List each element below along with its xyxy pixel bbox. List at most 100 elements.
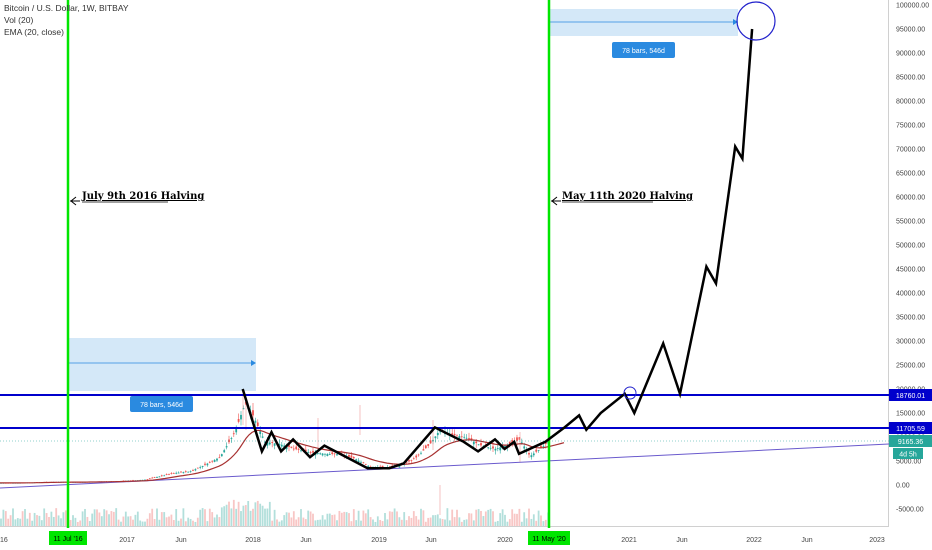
price-axis-label: 100000.00 — [896, 3, 929, 10]
date-range-box-2020[interactable] — [549, 9, 738, 36]
volume-bar — [201, 508, 204, 526]
candle-body — [256, 422, 259, 426]
candle-body — [470, 438, 473, 441]
volume-bar — [273, 509, 276, 526]
volume-bar — [340, 512, 343, 526]
candle-body — [456, 435, 458, 437]
candle-body — [540, 445, 542, 449]
volume-bar — [50, 511, 53, 526]
candle-body — [417, 454, 420, 456]
legend-volume[interactable]: Vol (20) — [4, 15, 34, 25]
volume-bar — [132, 519, 134, 526]
volume-bar — [259, 503, 262, 526]
volume-bar — [189, 518, 192, 526]
candle-body — [324, 453, 326, 455]
price-tag-last[interactable]: 9165.36 — [889, 435, 932, 447]
target-circle-small[interactable] — [623, 386, 637, 400]
candle-body — [362, 462, 365, 464]
price-axis-label: 35000.00 — [896, 315, 925, 322]
candle-body — [280, 444, 283, 447]
candle-body — [537, 450, 540, 451]
time-axis-label: Jun — [175, 537, 186, 544]
legend-symbol[interactable]: Bitcoin / U.S. Dollar, 1W, BITBAY — [4, 3, 129, 13]
volume-bar — [528, 508, 530, 526]
volume-bar — [151, 508, 154, 526]
volume-bar — [484, 511, 487, 526]
volume-bar — [79, 520, 82, 526]
price-tag-lower[interactable]: 11705.59 — [889, 422, 932, 434]
price-axis-label: 65000.00 — [896, 171, 925, 178]
volume-bar — [391, 511, 394, 526]
candle-body — [316, 453, 319, 454]
projection-path[interactable] — [241, 28, 754, 470]
range-label-2020[interactable]: 78 bars, 546d — [612, 42, 675, 58]
volume-bar — [285, 512, 288, 526]
price-tag-upper[interactable]: 18760.01 — [889, 389, 932, 401]
legend-ema[interactable]: EMA (20, close) — [4, 27, 64, 37]
candle-body — [451, 433, 454, 435]
volume-bar — [136, 511, 139, 526]
candle-body — [240, 414, 242, 420]
annotation-2016[interactable]: July 9th 2016 Halving — [70, 191, 204, 206]
volume-bar — [228, 501, 230, 526]
volume-bar — [499, 513, 502, 526]
volume-bar — [422, 510, 425, 526]
volume-bar — [175, 509, 178, 526]
volume-bar — [408, 516, 410, 526]
price-axis-label: 95000.00 — [896, 27, 925, 34]
candle-body — [304, 449, 307, 452]
volume-bar — [168, 516, 170, 526]
price-axis-label: 90000.00 — [896, 51, 925, 58]
range-label-2016[interactable]: 78 bars, 546d — [130, 396, 193, 412]
date-tag-2020[interactable]: 11 May '20 — [528, 531, 570, 545]
volume-bar — [415, 516, 418, 526]
volume-bar — [446, 508, 449, 526]
candle-body — [463, 436, 466, 438]
volume-bar — [187, 517, 190, 526]
volume-bar — [292, 511, 295, 526]
date-range-box-2016[interactable] — [68, 338, 256, 391]
volume-bar — [271, 520, 274, 526]
range-label-text-2020: 78 bars, 546d — [622, 48, 665, 55]
volume-bar — [427, 517, 430, 526]
volume-bar — [535, 520, 538, 526]
volume-bar — [218, 517, 221, 526]
candle-body — [460, 436, 463, 438]
volume-bar — [146, 518, 149, 526]
volume-bar — [300, 509, 302, 526]
candle-body — [487, 447, 490, 449]
candle-body — [268, 442, 271, 445]
volume-bar — [439, 518, 442, 526]
volume-bar — [170, 514, 173, 526]
countdown-tag-text: 4d 5h — [899, 452, 917, 459]
volume-bar — [9, 515, 12, 526]
volume-bar — [242, 505, 245, 526]
candle-body — [151, 477, 154, 479]
countdown-tag[interactable]: 4d 5h — [893, 448, 923, 459]
volume-bar — [16, 518, 19, 526]
price-axis-label: 40000.00 — [896, 291, 925, 298]
candle-body — [333, 453, 336, 455]
candle-body — [158, 476, 161, 478]
price-axis-label: 85000.00 — [896, 75, 925, 82]
candle-body — [201, 465, 204, 467]
volume-bar — [52, 516, 55, 526]
candle-body — [480, 443, 482, 446]
price-axis-label: 30000.00 — [896, 339, 925, 346]
date-tag-2016[interactable]: 11 Jul '16 — [49, 531, 87, 545]
price-tag-upper-bg — [889, 389, 932, 401]
volume-bar — [336, 520, 338, 526]
volume-bar — [331, 514, 334, 526]
volume-bar — [4, 511, 7, 526]
price-scale[interactable] — [889, 0, 932, 550]
volume-bar — [367, 509, 370, 526]
volume-bar — [38, 515, 41, 526]
candle-body — [319, 453, 322, 455]
candle-body — [165, 474, 168, 475]
target-circle-large[interactable] — [736, 1, 776, 41]
annotation-2020[interactable]: May 11th 2020 Halving — [551, 191, 693, 206]
volume-bar — [100, 516, 103, 526]
volume-bar — [208, 508, 211, 526]
candle-body — [511, 439, 514, 444]
